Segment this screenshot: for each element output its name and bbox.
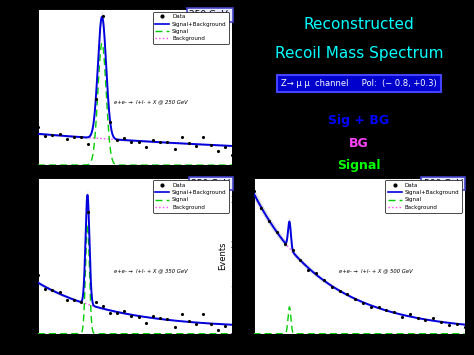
- Text: BG: BG: [349, 137, 369, 150]
- X-axis label: Recoil Mass (GeV/c²): Recoil Mass (GeV/c²): [92, 186, 178, 195]
- Y-axis label: Events: Events: [218, 241, 227, 270]
- Text: Reconstructed: Reconstructed: [304, 17, 414, 32]
- Text: Signal: Signal: [337, 159, 381, 172]
- Y-axis label: Events: Events: [2, 73, 11, 101]
- Text: e+e- →  l+l- + X @ 350 GeV: e+e- → l+l- + X @ 350 GeV: [114, 268, 188, 273]
- Text: 350 GeV: 350 GeV: [191, 179, 230, 188]
- Text: Recoil Mass Spectrum: Recoil Mass Spectrum: [275, 47, 443, 61]
- Legend: Data, Signal+Background, Signal, Background: Data, Signal+Background, Signal, Backgro…: [153, 180, 229, 213]
- Text: e+e- →  l+l- + X @ 500 GeV: e+e- → l+l- + X @ 500 GeV: [339, 268, 413, 273]
- Text: 500 GeV: 500 GeV: [424, 179, 463, 188]
- Y-axis label: Events: Events: [3, 241, 12, 270]
- Text: 250 GeV:: 250 GeV:: [190, 10, 230, 20]
- Text: e+e- →  l+l- + X @ 250 GeV: e+e- → l+l- + X @ 250 GeV: [114, 99, 188, 104]
- Text: Sig + BG: Sig + BG: [328, 114, 390, 126]
- Legend: Data, Signal+Background, Signal, Background: Data, Signal+Background, Signal, Backgro…: [385, 180, 462, 213]
- Text: Z→ μ μ  channel     Pol:  (− 0.8, +0.3): Z→ μ μ channel Pol: (− 0.8, +0.3): [281, 79, 437, 88]
- Legend: Data, Signal+Background, Signal, Background: Data, Signal+Background, Signal, Backgro…: [153, 12, 229, 44]
